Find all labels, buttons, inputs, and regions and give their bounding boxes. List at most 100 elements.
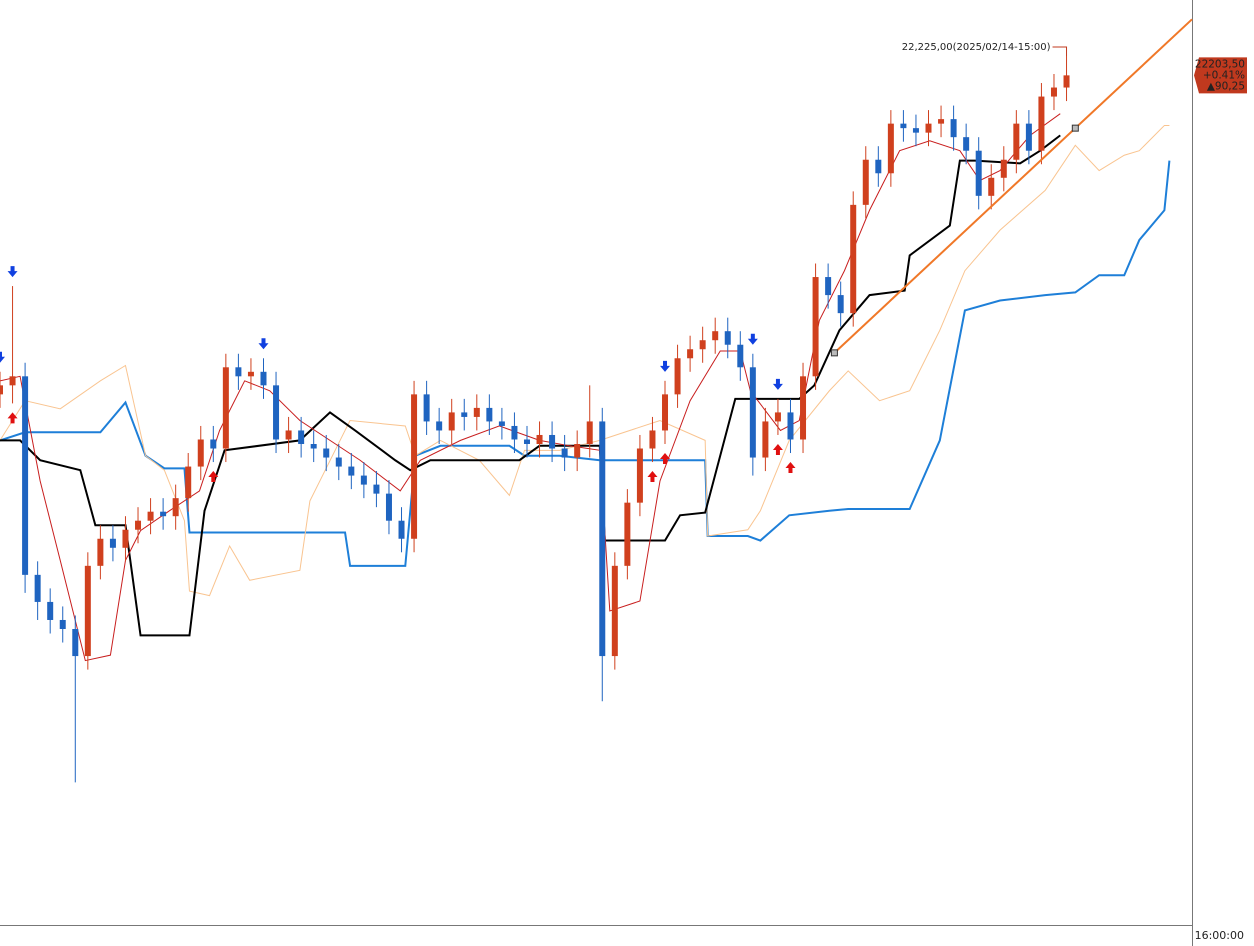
candle-body: [787, 412, 794, 440]
annotation-leader: [1052, 46, 1068, 56]
candle-body: [1063, 75, 1070, 88]
trendline-handle: [1071, 124, 1079, 132]
sell-marker: [747, 333, 758, 345]
candle-body: [247, 371, 254, 377]
candle-body: [160, 511, 167, 517]
x-end-label: 16:00:00: [1195, 929, 1244, 942]
candle-body: [411, 394, 418, 539]
candle-body: [373, 484, 380, 494]
candle-body: [298, 430, 305, 444]
candle-body: [574, 444, 581, 458]
candle-body: [724, 331, 731, 345]
sell-marker: [660, 360, 671, 372]
candle-body: [348, 466, 355, 476]
candle-body: [1013, 123, 1020, 160]
candle-body: [461, 412, 468, 417]
candle-body: [624, 502, 631, 566]
candle-body: [448, 412, 455, 431]
buy-marker: [660, 453, 671, 464]
candle-body: [800, 376, 807, 440]
candle-body: [636, 448, 643, 503]
candle-body: [649, 430, 656, 449]
candle-body: [774, 412, 781, 422]
top-layer: 22,225,00(2025/02/14-15:00): [0, 18, 1193, 483]
candle-body: [260, 371, 267, 386]
candle-body: [147, 511, 154, 521]
axis-layer: 22203,50+0.41%▲90,25: [1194, 57, 1247, 94]
candle-body: [712, 331, 719, 341]
candle-body: [9, 376, 16, 386]
candle-body: [912, 128, 919, 133]
candle-body: [72, 629, 79, 657]
candle-body: [210, 439, 217, 449]
candle-body: [1000, 159, 1007, 178]
candle-body: [423, 394, 430, 422]
sell-marker: [772, 378, 783, 390]
candle-body: [862, 159, 869, 205]
candle-body: [97, 538, 104, 566]
candle-body: [172, 498, 179, 517]
trendline-handle: [830, 349, 838, 357]
candle-body: [812, 277, 819, 377]
candle-body: [950, 119, 957, 138]
candle-body: [837, 295, 844, 314]
candle-body: [34, 574, 41, 602]
candle-body: [323, 448, 330, 458]
buy-marker: [772, 443, 783, 455]
candle-body: [523, 439, 530, 444]
candle-body: [988, 177, 995, 196]
candle-body: [975, 150, 982, 196]
sell-marker: [0, 351, 5, 363]
last-price-diff: ▲90,25: [1207, 80, 1245, 92]
sell-marker: [7, 266, 18, 278]
candle-body: [1050, 87, 1057, 97]
candle-body: [699, 340, 706, 350]
candle-body: [335, 457, 342, 467]
candle-body: [825, 277, 832, 296]
candle-body: [84, 565, 91, 657]
buy-marker: [208, 471, 219, 483]
candle-body: [235, 367, 242, 377]
candle-body: [197, 439, 204, 467]
candle-body: [762, 421, 769, 458]
buy-marker: [7, 412, 18, 424]
candle-body: [398, 520, 405, 539]
candle-body: [687, 349, 694, 359]
candle-body: [963, 137, 970, 151]
candle-body: [511, 425, 518, 440]
candle-body: [850, 204, 857, 314]
candle-body: [486, 407, 493, 422]
last-price-box: [1194, 57, 1247, 94]
candle-body: [122, 529, 129, 548]
candle-body: [135, 520, 142, 530]
candle-body: [1038, 96, 1045, 151]
candle-body: [185, 466, 192, 499]
sell-marker: [258, 338, 269, 350]
candle-body: [599, 421, 606, 657]
candle-body: [473, 407, 480, 417]
candle-body: [662, 394, 669, 431]
candle-body: [1025, 123, 1032, 151]
candle-body: [561, 448, 568, 458]
candle-body: [360, 475, 367, 485]
candle-body: [0, 385, 3, 395]
candle-body: [875, 159, 882, 174]
buy-marker: [647, 471, 658, 483]
candle-body: [586, 421, 593, 444]
candle-body: [925, 123, 932, 133]
candle-body: [273, 385, 280, 440]
candle-body: [385, 493, 392, 521]
candle-body: [674, 358, 681, 395]
candle-body: [737, 344, 744, 368]
candle-body: [938, 119, 945, 124]
candle-body: [22, 376, 29, 575]
candle-body: [436, 421, 443, 431]
candle-body: [59, 619, 66, 629]
annotation-label: 22,225,00(2025/02/14-15:00): [902, 42, 1051, 53]
candle-body: [109, 538, 116, 548]
candle-body: [749, 367, 756, 458]
candle-body: [900, 123, 907, 129]
last-price-change: +0.41%: [1203, 69, 1245, 81]
